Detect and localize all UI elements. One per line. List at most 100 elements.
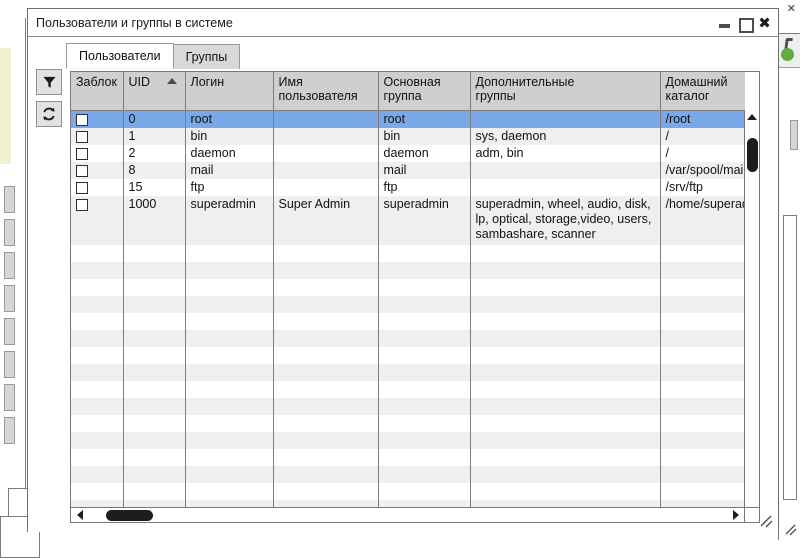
cell-empty[interactable] <box>470 449 660 466</box>
window-resize-grip[interactable] <box>758 513 774 529</box>
cell-name[interactable] <box>273 128 378 145</box>
cell-empty[interactable] <box>273 313 378 330</box>
cell-empty[interactable] <box>660 398 745 415</box>
table-row-empty[interactable] <box>71 313 745 330</box>
cell-empty[interactable] <box>378 449 470 466</box>
cell-empty[interactable] <box>123 432 185 449</box>
cell-login[interactable]: superadmin <box>185 196 273 245</box>
cell-home[interactable]: /root <box>660 110 745 128</box>
cell-name[interactable] <box>273 179 378 196</box>
column-header-login[interactable]: Логин <box>185 72 273 110</box>
window-titlebar[interactable]: Пользователи и группы в системе ✖ <box>28 9 778 37</box>
cell-uid[interactable]: 8 <box>123 162 185 179</box>
cell-empty[interactable] <box>378 330 470 347</box>
cell-empty[interactable] <box>123 415 185 432</box>
cell-home[interactable]: /home/superadmin <box>660 196 745 245</box>
cell-empty[interactable] <box>123 398 185 415</box>
cell-empty[interactable] <box>470 296 660 313</box>
cell-uid[interactable]: 1 <box>123 128 185 145</box>
cell-group[interactable]: daemon <box>378 145 470 162</box>
cell-empty[interactable] <box>123 466 185 483</box>
cell-empty[interactable] <box>273 330 378 347</box>
table-row-empty[interactable] <box>71 262 745 279</box>
cell-empty[interactable] <box>71 245 123 262</box>
cell-empty[interactable] <box>378 381 470 398</box>
cell-empty[interactable] <box>660 262 745 279</box>
cell-empty[interactable] <box>123 364 185 381</box>
table-row-empty[interactable] <box>71 398 745 415</box>
minimize-button[interactable] <box>718 17 731 30</box>
tab-groups[interactable]: Группы <box>173 44 241 69</box>
cell-empty[interactable] <box>71 466 123 483</box>
cell-group[interactable]: mail <box>378 162 470 179</box>
filter-button[interactable] <box>36 69 62 95</box>
cell-empty[interactable] <box>123 381 185 398</box>
cell-extra[interactable] <box>470 179 660 196</box>
cell-empty[interactable] <box>273 364 378 381</box>
locked-checkbox[interactable] <box>76 165 88 177</box>
cell-empty[interactable] <box>273 296 378 313</box>
locked-checkbox[interactable] <box>76 148 88 160</box>
cell-empty[interactable] <box>273 432 378 449</box>
cell-locked[interactable] <box>71 162 123 179</box>
cell-empty[interactable] <box>378 432 470 449</box>
cell-empty[interactable] <box>470 364 660 381</box>
table-row-empty[interactable] <box>71 483 745 500</box>
cell-empty[interactable] <box>470 483 660 500</box>
cell-empty[interactable] <box>123 296 185 313</box>
cell-empty[interactable] <box>123 483 185 500</box>
cell-empty[interactable] <box>185 364 273 381</box>
cell-empty[interactable] <box>71 296 123 313</box>
cell-empty[interactable] <box>378 262 470 279</box>
cell-name[interactable] <box>273 110 378 128</box>
cell-empty[interactable] <box>470 415 660 432</box>
cell-login[interactable]: daemon <box>185 145 273 162</box>
cell-extra[interactable]: adm, bin <box>470 145 660 162</box>
column-header-locked[interactable]: Заблок <box>71 72 123 110</box>
cell-empty[interactable] <box>185 245 273 262</box>
cell-group[interactable]: bin <box>378 128 470 145</box>
table-row-empty[interactable] <box>71 330 745 347</box>
cell-empty[interactable] <box>660 483 745 500</box>
cell-empty[interactable] <box>185 415 273 432</box>
cell-empty[interactable] <box>273 381 378 398</box>
cell-empty[interactable] <box>185 432 273 449</box>
locked-checkbox[interactable] <box>76 199 88 211</box>
cell-empty[interactable] <box>185 347 273 364</box>
cell-empty[interactable] <box>660 364 745 381</box>
cell-empty[interactable] <box>273 415 378 432</box>
cell-empty[interactable] <box>470 432 660 449</box>
cell-locked[interactable] <box>71 145 123 162</box>
cell-empty[interactable] <box>470 245 660 262</box>
cell-locked[interactable] <box>71 196 123 245</box>
column-header-home[interactable]: Домашний каталог <box>660 72 745 110</box>
cell-empty[interactable] <box>71 432 123 449</box>
cell-empty[interactable] <box>71 347 123 364</box>
cell-empty[interactable] <box>71 330 123 347</box>
cell-group[interactable]: superadmin <box>378 196 470 245</box>
horizontal-scrollbar[interactable] <box>71 507 760 522</box>
table-row-empty[interactable] <box>71 245 745 262</box>
cell-empty[interactable] <box>660 432 745 449</box>
cell-empty[interactable] <box>71 415 123 432</box>
cell-empty[interactable] <box>378 483 470 500</box>
cell-empty[interactable] <box>378 415 470 432</box>
cell-empty[interactable] <box>71 313 123 330</box>
locked-checkbox[interactable] <box>76 131 88 143</box>
cell-empty[interactable] <box>660 449 745 466</box>
cell-empty[interactable] <box>470 330 660 347</box>
cell-uid[interactable]: 0 <box>123 110 185 128</box>
cell-empty[interactable] <box>71 398 123 415</box>
cell-empty[interactable] <box>123 347 185 364</box>
cell-empty[interactable] <box>123 313 185 330</box>
cell-extra[interactable]: sys, daemon <box>470 128 660 145</box>
cell-empty[interactable] <box>71 381 123 398</box>
cell-empty[interactable] <box>378 296 470 313</box>
vertical-scrollbar[interactable] <box>744 110 759 523</box>
cell-empty[interactable] <box>660 415 745 432</box>
cell-empty[interactable] <box>378 245 470 262</box>
